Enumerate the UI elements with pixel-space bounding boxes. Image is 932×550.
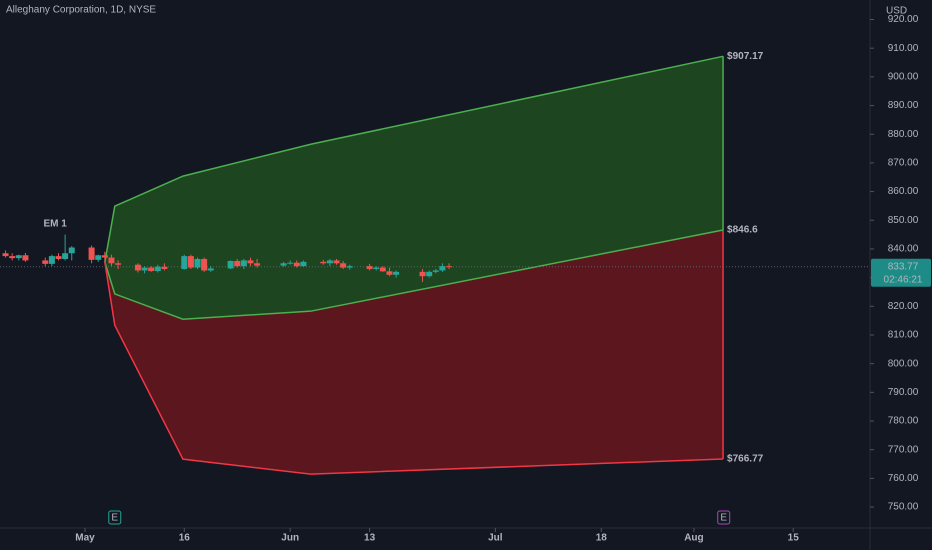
countdown: 02:46:21 <box>884 274 923 285</box>
event-label: E <box>720 513 727 524</box>
candle-body <box>419 271 426 277</box>
y-tick-label: 910.00 <box>888 43 919 54</box>
candle-body <box>280 263 287 266</box>
candle-body <box>439 266 446 271</box>
candle-body <box>181 256 188 270</box>
event-marker <box>717 510 731 525</box>
y-tick-label: 750.00 <box>888 502 919 513</box>
band-line <box>104 262 724 475</box>
candle-body <box>141 267 148 271</box>
candle-body <box>393 271 400 275</box>
band-label: $766.77 <box>727 454 764 465</box>
candle-body <box>234 260 241 267</box>
y-tick-label: 820.00 <box>888 301 919 312</box>
candle-body <box>300 261 307 267</box>
candle-body <box>88 247 95 260</box>
y-tick-label: 800.00 <box>888 358 919 369</box>
candle-body <box>333 260 340 264</box>
y-tick-label: 920.00 <box>888 14 919 25</box>
candle-body <box>2 253 9 257</box>
band-label: $907.17 <box>727 51 764 62</box>
price-label-box <box>871 258 931 287</box>
y-tick-label: 900.00 <box>888 72 919 83</box>
candle-body <box>161 266 168 270</box>
candle-body <box>55 256 62 259</box>
y-tick-label: 810.00 <box>888 330 919 341</box>
x-tick-label: Jul <box>488 533 503 544</box>
event-marker <box>108 510 122 525</box>
candle-body <box>154 266 161 272</box>
candle-body <box>346 266 353 268</box>
y-tick-label: 770.00 <box>888 444 919 455</box>
candle-body <box>207 268 214 271</box>
x-tick-label: May <box>75 533 95 544</box>
y-tick-label: 850.00 <box>888 215 919 226</box>
candle-body <box>432 270 439 272</box>
x-tick-label: 16 <box>179 533 191 544</box>
candle-body <box>240 260 247 267</box>
candle-body <box>320 261 327 264</box>
annotation: EM 1 <box>44 219 68 230</box>
band-label: $846.6 <box>727 225 758 236</box>
candle-body <box>379 267 386 272</box>
candle-body <box>48 256 55 264</box>
candle-body <box>227 260 234 269</box>
candle-body <box>254 263 261 266</box>
candle-body <box>386 271 393 275</box>
candle-body <box>340 263 347 268</box>
candle-body <box>366 266 373 270</box>
candle-body <box>201 258 208 271</box>
candle-body <box>247 260 254 264</box>
y-tick-label: 880.00 <box>888 129 919 140</box>
candle-body <box>15 255 22 259</box>
candle-body <box>187 256 194 268</box>
x-tick-label: Jun <box>281 533 299 544</box>
candle-body <box>373 267 380 270</box>
x-tick-label: 15 <box>788 533 800 544</box>
candle-body <box>293 262 300 267</box>
candle-body <box>42 260 49 264</box>
x-tick-label: 18 <box>596 533 608 544</box>
candle-body <box>62 253 69 259</box>
y-tick-label: 760.00 <box>888 473 919 484</box>
y-tick-label: 780.00 <box>888 416 919 427</box>
candle-body <box>134 264 141 271</box>
candle-body <box>108 257 115 264</box>
candle-body <box>9 256 16 259</box>
candle-body <box>95 255 102 260</box>
price-label: 833.77 <box>888 261 919 272</box>
x-tick-label: 13 <box>364 533 376 544</box>
currency: USD <box>886 6 907 17</box>
band-line <box>104 229 724 320</box>
y-tick-label: 790.00 <box>888 387 919 398</box>
x-tick-label: Aug <box>684 533 703 544</box>
band-fill <box>104 56 724 320</box>
candle-body <box>446 266 453 268</box>
candle-body <box>426 271 433 277</box>
y-tick-label: 840.00 <box>888 244 919 255</box>
candle-body <box>22 255 29 261</box>
band-fill <box>104 230 724 475</box>
candle-body <box>68 247 75 254</box>
candle-body <box>326 260 333 264</box>
y-tick-label: 860.00 <box>888 186 919 197</box>
candle-body <box>115 263 122 265</box>
candle-body <box>101 255 108 258</box>
candle-body <box>287 262 294 264</box>
candle-body <box>194 258 201 268</box>
chart-title: Alleghany Corporation, 1D, NYSE <box>6 5 156 16</box>
y-tick-label: 870.00 <box>888 158 919 169</box>
y-tick-label: 890.00 <box>888 100 919 111</box>
event-label: E <box>111 513 118 524</box>
candle-body <box>148 267 155 272</box>
band-line <box>104 55 724 263</box>
